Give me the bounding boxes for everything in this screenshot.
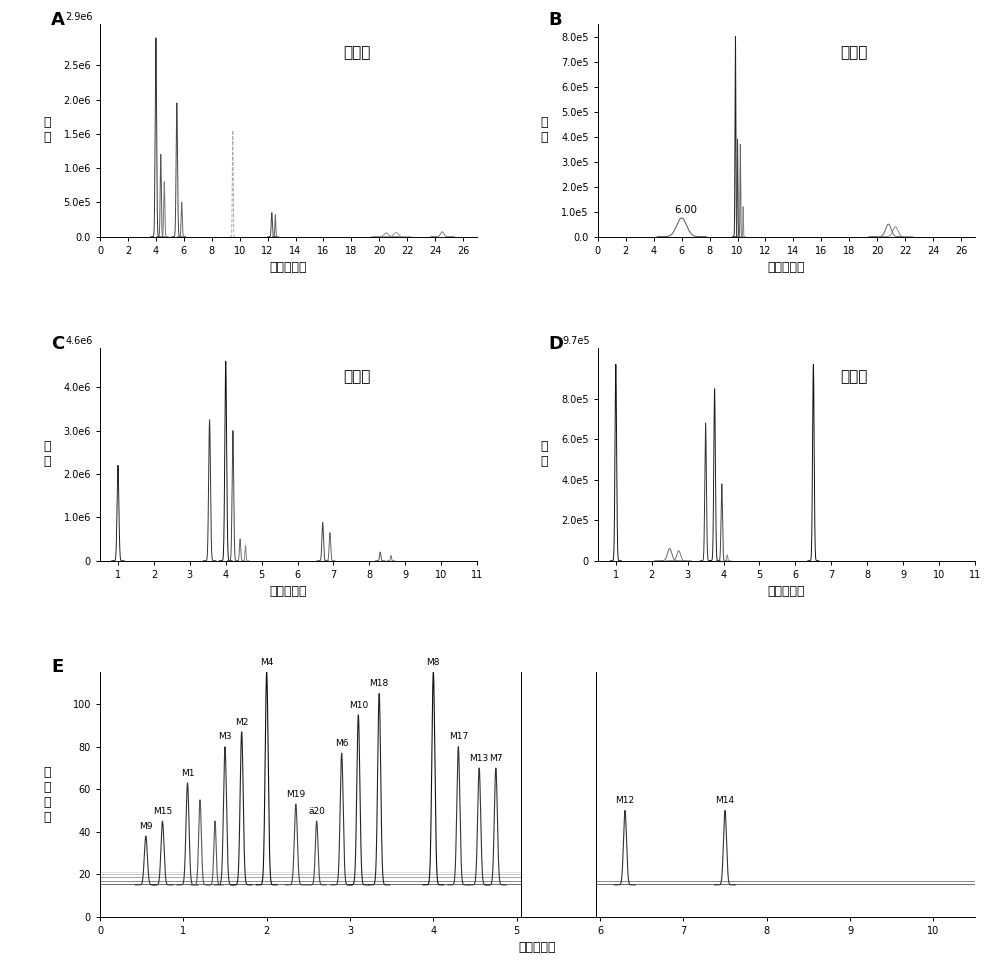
Text: E: E [52, 658, 64, 675]
Text: 负离子: 负离子 [841, 45, 868, 61]
Text: 正离子: 正离子 [343, 370, 370, 384]
Y-axis label: 响
应: 响 应 [43, 440, 51, 468]
Text: 4.6e6: 4.6e6 [65, 336, 92, 346]
Text: ä20: ä20 [308, 807, 325, 815]
Text: 6.00: 6.00 [675, 205, 698, 215]
Text: M19: M19 [286, 789, 305, 799]
Text: M8: M8 [427, 658, 440, 667]
Text: M13: M13 [470, 754, 489, 762]
X-axis label: 时间，分钟: 时间，分钟 [768, 262, 805, 274]
Y-axis label: 响
应: 响 应 [541, 117, 548, 145]
Text: 正离子: 正离子 [343, 45, 370, 61]
Text: M17: M17 [449, 732, 468, 741]
Text: M15: M15 [153, 807, 172, 815]
Text: A: A [51, 12, 65, 29]
Text: M6: M6 [335, 739, 348, 748]
X-axis label: 时间，分钟: 时间，分钟 [270, 586, 307, 598]
Text: M14: M14 [715, 796, 735, 805]
Text: 9.7e5: 9.7e5 [563, 336, 590, 346]
X-axis label: 时间，分钟: 时间，分钟 [768, 586, 805, 598]
Text: M2: M2 [235, 718, 248, 727]
Y-axis label: 相
对
响
应: 相 对 响 应 [44, 765, 51, 823]
Text: M1: M1 [181, 768, 194, 778]
Text: M4: M4 [260, 658, 273, 667]
Text: C: C [51, 336, 64, 353]
Y-axis label: 响
应: 响 应 [43, 117, 50, 145]
Y-axis label: 响
应: 响 应 [541, 440, 548, 468]
Text: M3: M3 [218, 732, 232, 741]
Text: M9: M9 [139, 821, 153, 831]
Text: B: B [549, 12, 562, 29]
X-axis label: 时间，分钟: 时间，分钟 [519, 941, 556, 954]
Text: D: D [549, 336, 564, 353]
Text: 负离子: 负离子 [841, 370, 868, 384]
Text: 2.9e6: 2.9e6 [65, 12, 92, 22]
Text: M7: M7 [489, 754, 503, 762]
Text: M10: M10 [349, 701, 368, 709]
X-axis label: 时间，分钟: 时间，分钟 [270, 262, 307, 274]
Text: M18: M18 [370, 679, 389, 688]
Text: M12: M12 [615, 796, 635, 805]
